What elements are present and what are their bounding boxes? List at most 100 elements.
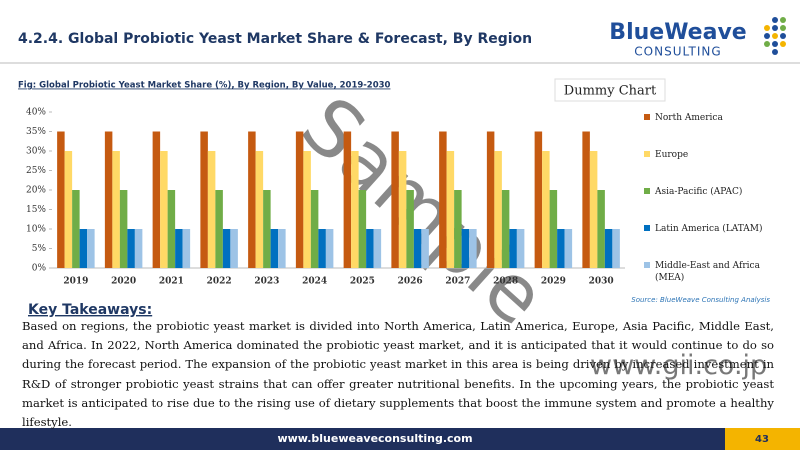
bar (104, 131, 113, 268)
footer-bar (0, 428, 800, 450)
bar (469, 229, 477, 268)
bar (222, 229, 231, 268)
annotation-box (554, 78, 666, 102)
legend-label: Europe (655, 150, 689, 160)
bar (564, 229, 573, 268)
bar (549, 190, 558, 268)
slide-title: 4.2.4. Global Probiotic Yeast Market Sha… (18, 31, 532, 47)
bar (270, 229, 279, 268)
bar (612, 229, 620, 268)
logo-name: BlueWeave (609, 20, 746, 45)
legend-swatch (644, 225, 650, 231)
bar (461, 229, 470, 268)
legend-swatch (644, 188, 650, 194)
bar (134, 229, 143, 268)
y-tick-label: 10% (26, 225, 46, 235)
bar (351, 151, 359, 268)
bar (303, 151, 311, 268)
takeaways-text: Based on regions, the probiotic yeast ma… (22, 319, 774, 430)
x-tick-label: 2026 (398, 277, 423, 287)
bar (318, 229, 326, 268)
x-tick-label: 2022 (207, 277, 232, 287)
legend-swatch (644, 114, 650, 120)
chart-title: Fig: Global Probiotic Yeast Market Share… (18, 81, 391, 91)
legend-swatch (644, 262, 650, 268)
y-tick-label: 40% (26, 108, 46, 118)
bar (582, 131, 590, 268)
bar (215, 190, 223, 268)
page-box (725, 428, 800, 450)
bar (446, 151, 455, 268)
x-tick-label: 2030 (589, 277, 614, 287)
bar (589, 151, 598, 268)
bar (112, 151, 120, 268)
x-tick-label: 2027 (445, 277, 470, 287)
logo-sub: CONSULTING (634, 45, 721, 59)
x-tick-label: 2019 (63, 277, 88, 287)
takeaways-heading: Key Takeaways: (28, 302, 152, 318)
bar (160, 151, 168, 268)
bar (263, 190, 271, 268)
x-tick-label: 2024 (302, 277, 327, 287)
bar (494, 151, 502, 268)
bar (421, 229, 429, 268)
y-tick-label: 0% (32, 264, 47, 274)
footer-url: www.blueweaveconsulting.com (277, 432, 472, 445)
bar (604, 229, 613, 268)
bar (200, 131, 208, 268)
y-tick-label: 25% (26, 166, 46, 176)
bar (534, 131, 543, 268)
bar (152, 131, 161, 268)
y-tick-label: 30% (26, 147, 46, 157)
x-tick-label: 2020 (111, 277, 136, 287)
page-number: 43 (755, 434, 769, 445)
bar (255, 151, 264, 268)
bar (516, 229, 525, 268)
bar (230, 229, 238, 268)
bar (398, 151, 407, 268)
legend-label: North America (655, 113, 723, 123)
y-tick-label: 15% (26, 205, 46, 215)
bar (182, 229, 191, 268)
bar (119, 190, 128, 268)
x-tick-label: 2023 (254, 277, 279, 287)
y-tick-label: 35% (26, 127, 46, 137)
legend-label: Asia-Pacific (APAC) (655, 187, 743, 197)
bar (295, 131, 304, 268)
bar (391, 131, 399, 268)
bar (57, 131, 65, 268)
bar (358, 190, 367, 268)
bar (406, 190, 414, 268)
bar (325, 229, 334, 268)
legend-swatch (644, 151, 650, 157)
x-tick-label: 2021 (159, 277, 184, 287)
annotation: Dummy Chart (564, 84, 657, 99)
watermark: Sample (284, 80, 562, 343)
bar (278, 229, 286, 268)
bar (542, 151, 550, 268)
source: Source: BlueWeave Consulting Analysis (631, 296, 770, 304)
bar (343, 131, 352, 268)
bar (72, 190, 80, 268)
bar (127, 229, 135, 268)
legend-label: Latin America (LATAM) (655, 224, 763, 234)
bar (373, 229, 382, 268)
bar (310, 190, 319, 268)
bar (501, 190, 510, 268)
y-tick-label: 5% (32, 244, 47, 254)
bar (597, 190, 605, 268)
bar (79, 229, 88, 268)
bar (413, 229, 422, 268)
bar (167, 190, 176, 268)
bar (207, 151, 216, 268)
x-tick-label: 2025 (350, 277, 375, 287)
y-tick-label: 20% (26, 186, 46, 196)
bar (87, 229, 95, 268)
bar (557, 229, 565, 268)
x-tick-label: 2028 (493, 277, 518, 287)
x-tick-label: 2029 (541, 277, 566, 287)
watermark-site: www.gii.co.jp (590, 350, 768, 381)
logo-dots (764, 17, 786, 55)
